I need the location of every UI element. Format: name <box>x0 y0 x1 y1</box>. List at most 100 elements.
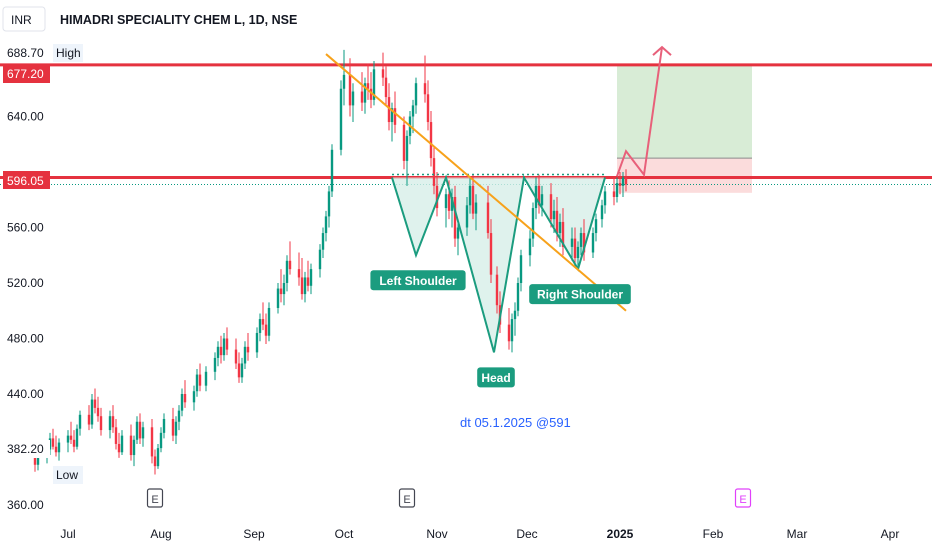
candle-body <box>237 363 241 378</box>
candle <box>285 255 289 292</box>
candle <box>213 352 217 381</box>
candle <box>351 83 355 123</box>
candle-body <box>246 346 250 353</box>
candle <box>309 263 313 295</box>
candle <box>615 177 619 203</box>
earnings-marker-box <box>146 488 164 508</box>
candle <box>180 388 184 417</box>
candle-body <box>174 421 178 436</box>
candle <box>156 443 160 469</box>
candle-body <box>171 418 175 436</box>
candle <box>93 388 97 414</box>
candle-body <box>474 202 478 214</box>
candle-body <box>555 210 559 234</box>
header: INR HIMADRI SPECIALITY CHEM L, 1D, NSE <box>2 6 297 32</box>
candle-body <box>342 74 346 89</box>
candle-body <box>561 221 565 247</box>
candle-body <box>468 185 472 206</box>
candle-body <box>87 414 91 425</box>
candle-body <box>456 227 460 239</box>
candle <box>303 271 307 303</box>
candle <box>600 199 604 228</box>
candle <box>360 72 364 111</box>
candle-body <box>276 288 280 308</box>
candle-body <box>405 135 409 161</box>
candle-body <box>306 277 310 286</box>
candle <box>243 341 247 370</box>
candle <box>435 172 439 217</box>
candle-body <box>213 357 217 372</box>
candle-body <box>360 91 364 103</box>
candle-body <box>66 435 70 443</box>
candle-body <box>285 260 289 283</box>
candle <box>372 61 376 106</box>
candle <box>612 177 616 206</box>
date-price-note: dt 05.1.2025 @591 <box>460 415 571 430</box>
currency-label: INR <box>11 13 32 27</box>
candle <box>255 327 259 358</box>
candle-body <box>282 283 286 295</box>
candle <box>264 313 268 345</box>
candle-body <box>426 94 430 123</box>
candle <box>426 80 430 131</box>
low-label: Low <box>56 468 78 482</box>
earnings-marker[interactable]: E <box>146 488 164 508</box>
earnings-marker[interactable]: E <box>734 488 752 508</box>
candle-body <box>624 177 628 185</box>
candle-body <box>159 432 163 449</box>
candle <box>246 332 250 361</box>
projection-path[interactable] <box>616 46 663 178</box>
low-badge: 382.20 Low <box>3 440 83 484</box>
candle <box>69 421 73 444</box>
candle-body <box>390 108 394 123</box>
y-tick-label: 360.00 <box>7 498 44 512</box>
candle <box>381 52 385 86</box>
candle <box>150 418 154 464</box>
pattern-labels: Left Shoulder Head Right Shoulder <box>370 270 631 388</box>
candle-body <box>240 363 244 378</box>
candle-body <box>570 238 574 247</box>
candle-body <box>579 233 583 247</box>
candle <box>558 213 562 247</box>
candle <box>117 432 121 458</box>
candle <box>528 230 532 267</box>
candle <box>222 332 226 361</box>
candle <box>159 427 163 453</box>
earnings-marker-label: E <box>151 494 158 506</box>
candle-body <box>195 374 199 392</box>
candle-body <box>363 83 367 103</box>
candle-body <box>114 427 118 444</box>
candle-body <box>279 288 283 295</box>
candle <box>342 49 346 106</box>
candle <box>129 424 133 461</box>
candle <box>297 252 301 286</box>
candle <box>624 169 628 192</box>
earnings-marker[interactable]: E <box>398 488 416 508</box>
candle <box>390 102 394 142</box>
trendline[interactable] <box>325 53 627 312</box>
candle-body <box>450 196 454 211</box>
candle <box>516 277 520 317</box>
drawing-overlay <box>325 45 672 353</box>
candle <box>423 55 427 103</box>
candle <box>96 396 100 422</box>
resistance-value: 677.20 <box>7 67 44 81</box>
candle <box>141 421 145 447</box>
low-value: 382.20 <box>7 442 44 456</box>
candle-body <box>366 83 370 89</box>
candle-body <box>261 319 265 325</box>
candle-body <box>549 194 553 220</box>
candle-body <box>582 233 586 253</box>
candle-body <box>309 269 313 286</box>
currency-box[interactable] <box>2 6 46 32</box>
candle-body <box>297 269 301 278</box>
candle-body <box>90 399 94 425</box>
candle-body <box>162 418 166 433</box>
candle-body <box>138 421 142 439</box>
neckline-value: 596.05 <box>7 174 44 188</box>
x-tick-label: Sep <box>243 527 265 541</box>
candle-body <box>225 338 229 350</box>
candle <box>444 188 448 228</box>
